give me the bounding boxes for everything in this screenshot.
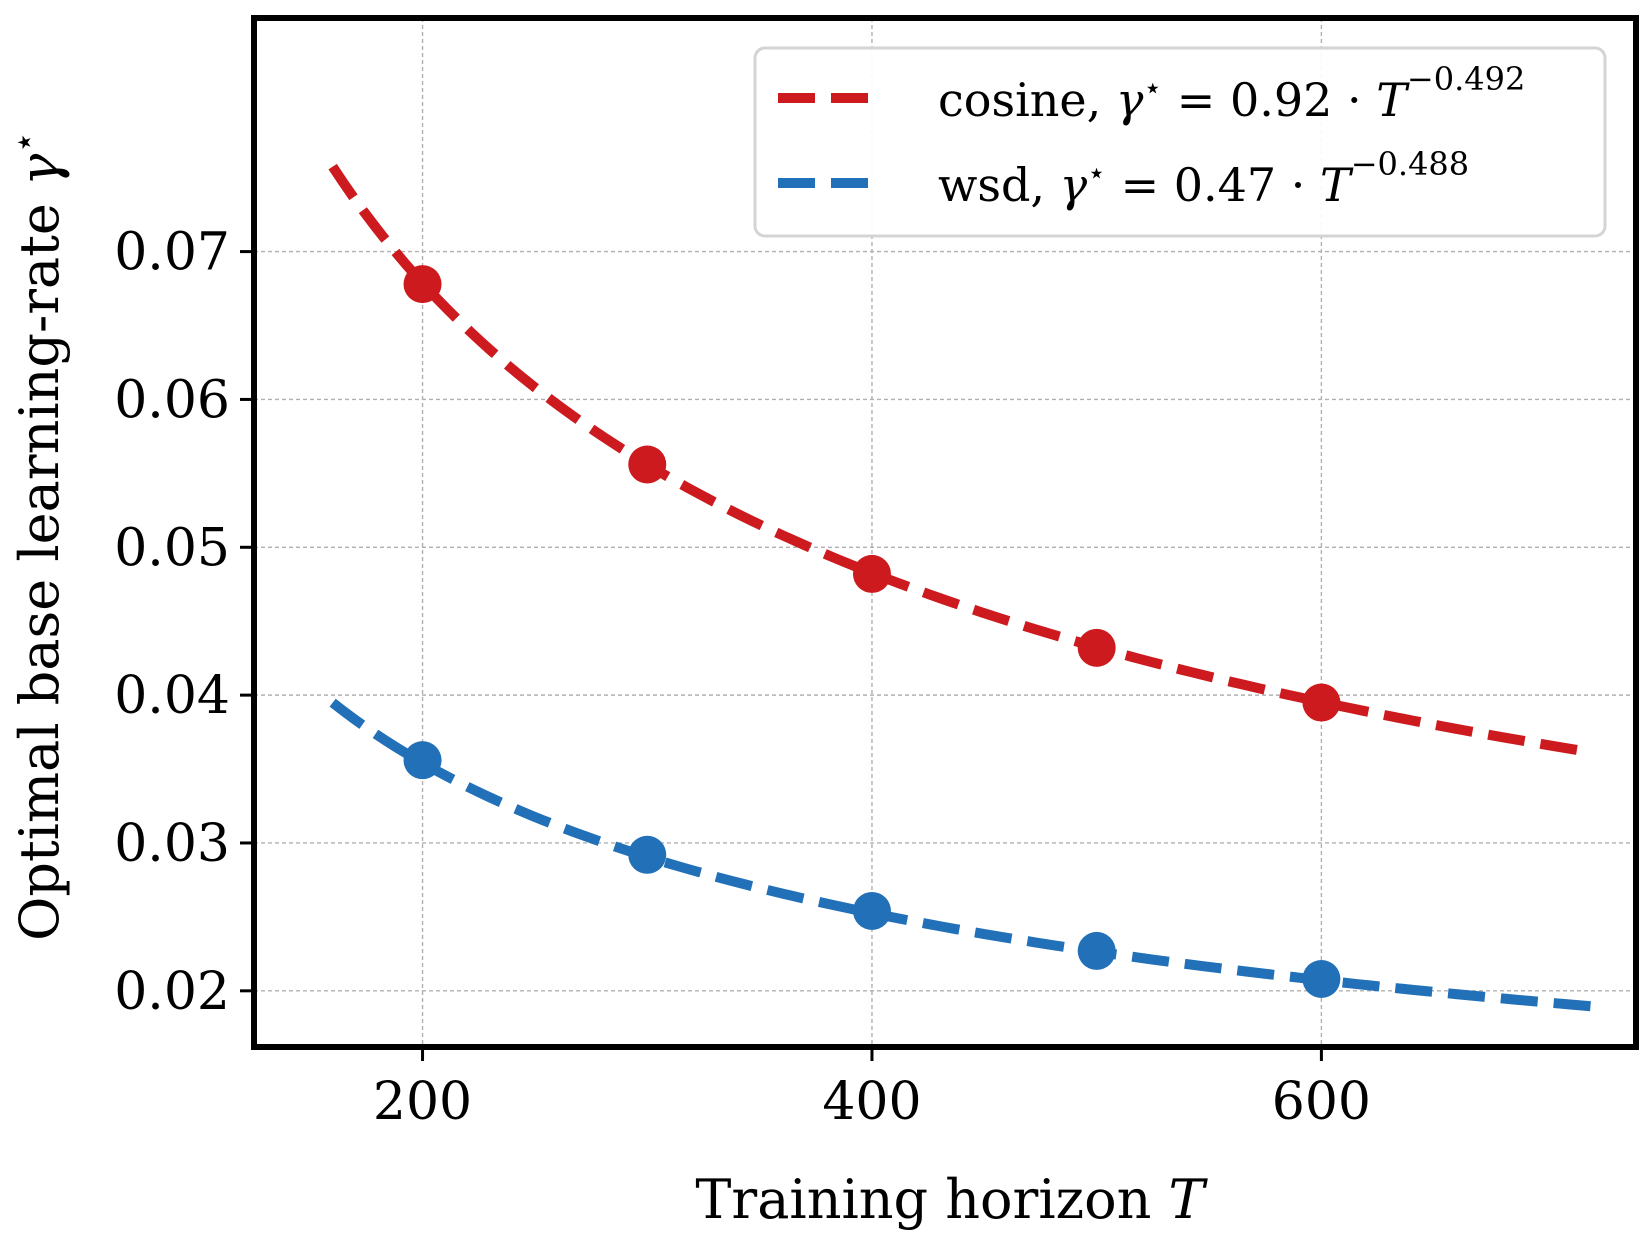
x-tick-label-400: 400 (822, 1072, 921, 1132)
x-axis-label: Training horizon T (695, 1168, 1208, 1231)
y-axis-label: Optimal base learning-rate γ⋆ (4, 131, 71, 941)
data-points (403, 265, 1341, 998)
y-tick-label-0-04: 0.04 (114, 666, 230, 726)
point-wsd-500 (1077, 931, 1116, 970)
axis-ticks: 200 400 600 0.02 0.03 0.04 0.05 0.06 0.07 (114, 223, 1371, 1132)
fit-curve-cosine (328, 163, 1592, 758)
point-cosine-400 (852, 554, 891, 593)
y-tick-label-0-03: 0.03 (114, 814, 230, 874)
y-tick-label-0-02: 0.02 (114, 962, 230, 1022)
point-wsd-400 (852, 891, 891, 930)
legend-label-cosine: cosine, γ⋆ = 0.92 · T−0.492 (938, 60, 1525, 127)
legend-label-wsd: wsd, γ⋆ = 0.47 · T−0.488 (938, 145, 1469, 212)
x-tick-label-600: 600 (1272, 1072, 1371, 1132)
y-tick-label-0-07: 0.07 (114, 223, 230, 283)
legend-entry-wsd: wsd, γ⋆ = 0.47 · T−0.488 (778, 145, 1469, 212)
x-tick-label-200: 200 (373, 1072, 472, 1132)
point-cosine-200 (403, 265, 442, 304)
y-tick-label-0-06: 0.06 (114, 370, 230, 430)
legend: cosine, γ⋆ = 0.92 · T−0.492 wsd, γ⋆ = 0.… (753, 46, 1607, 238)
point-cosine-300 (628, 445, 667, 484)
fit-curve-wsd (329, 698, 1592, 1012)
point-wsd-300 (628, 835, 667, 874)
point-cosine-600 (1302, 683, 1341, 722)
point-cosine-500 (1077, 628, 1116, 667)
legend-entry-cosine: cosine, γ⋆ = 0.92 · T−0.492 (778, 60, 1525, 127)
y-tick-label-0-05: 0.05 (114, 518, 230, 578)
point-wsd-200 (403, 741, 442, 780)
legend-box (753, 46, 1607, 238)
point-wsd-600 (1302, 959, 1341, 998)
fit-curves (328, 163, 1592, 1012)
plot-frame (251, 15, 1639, 1050)
